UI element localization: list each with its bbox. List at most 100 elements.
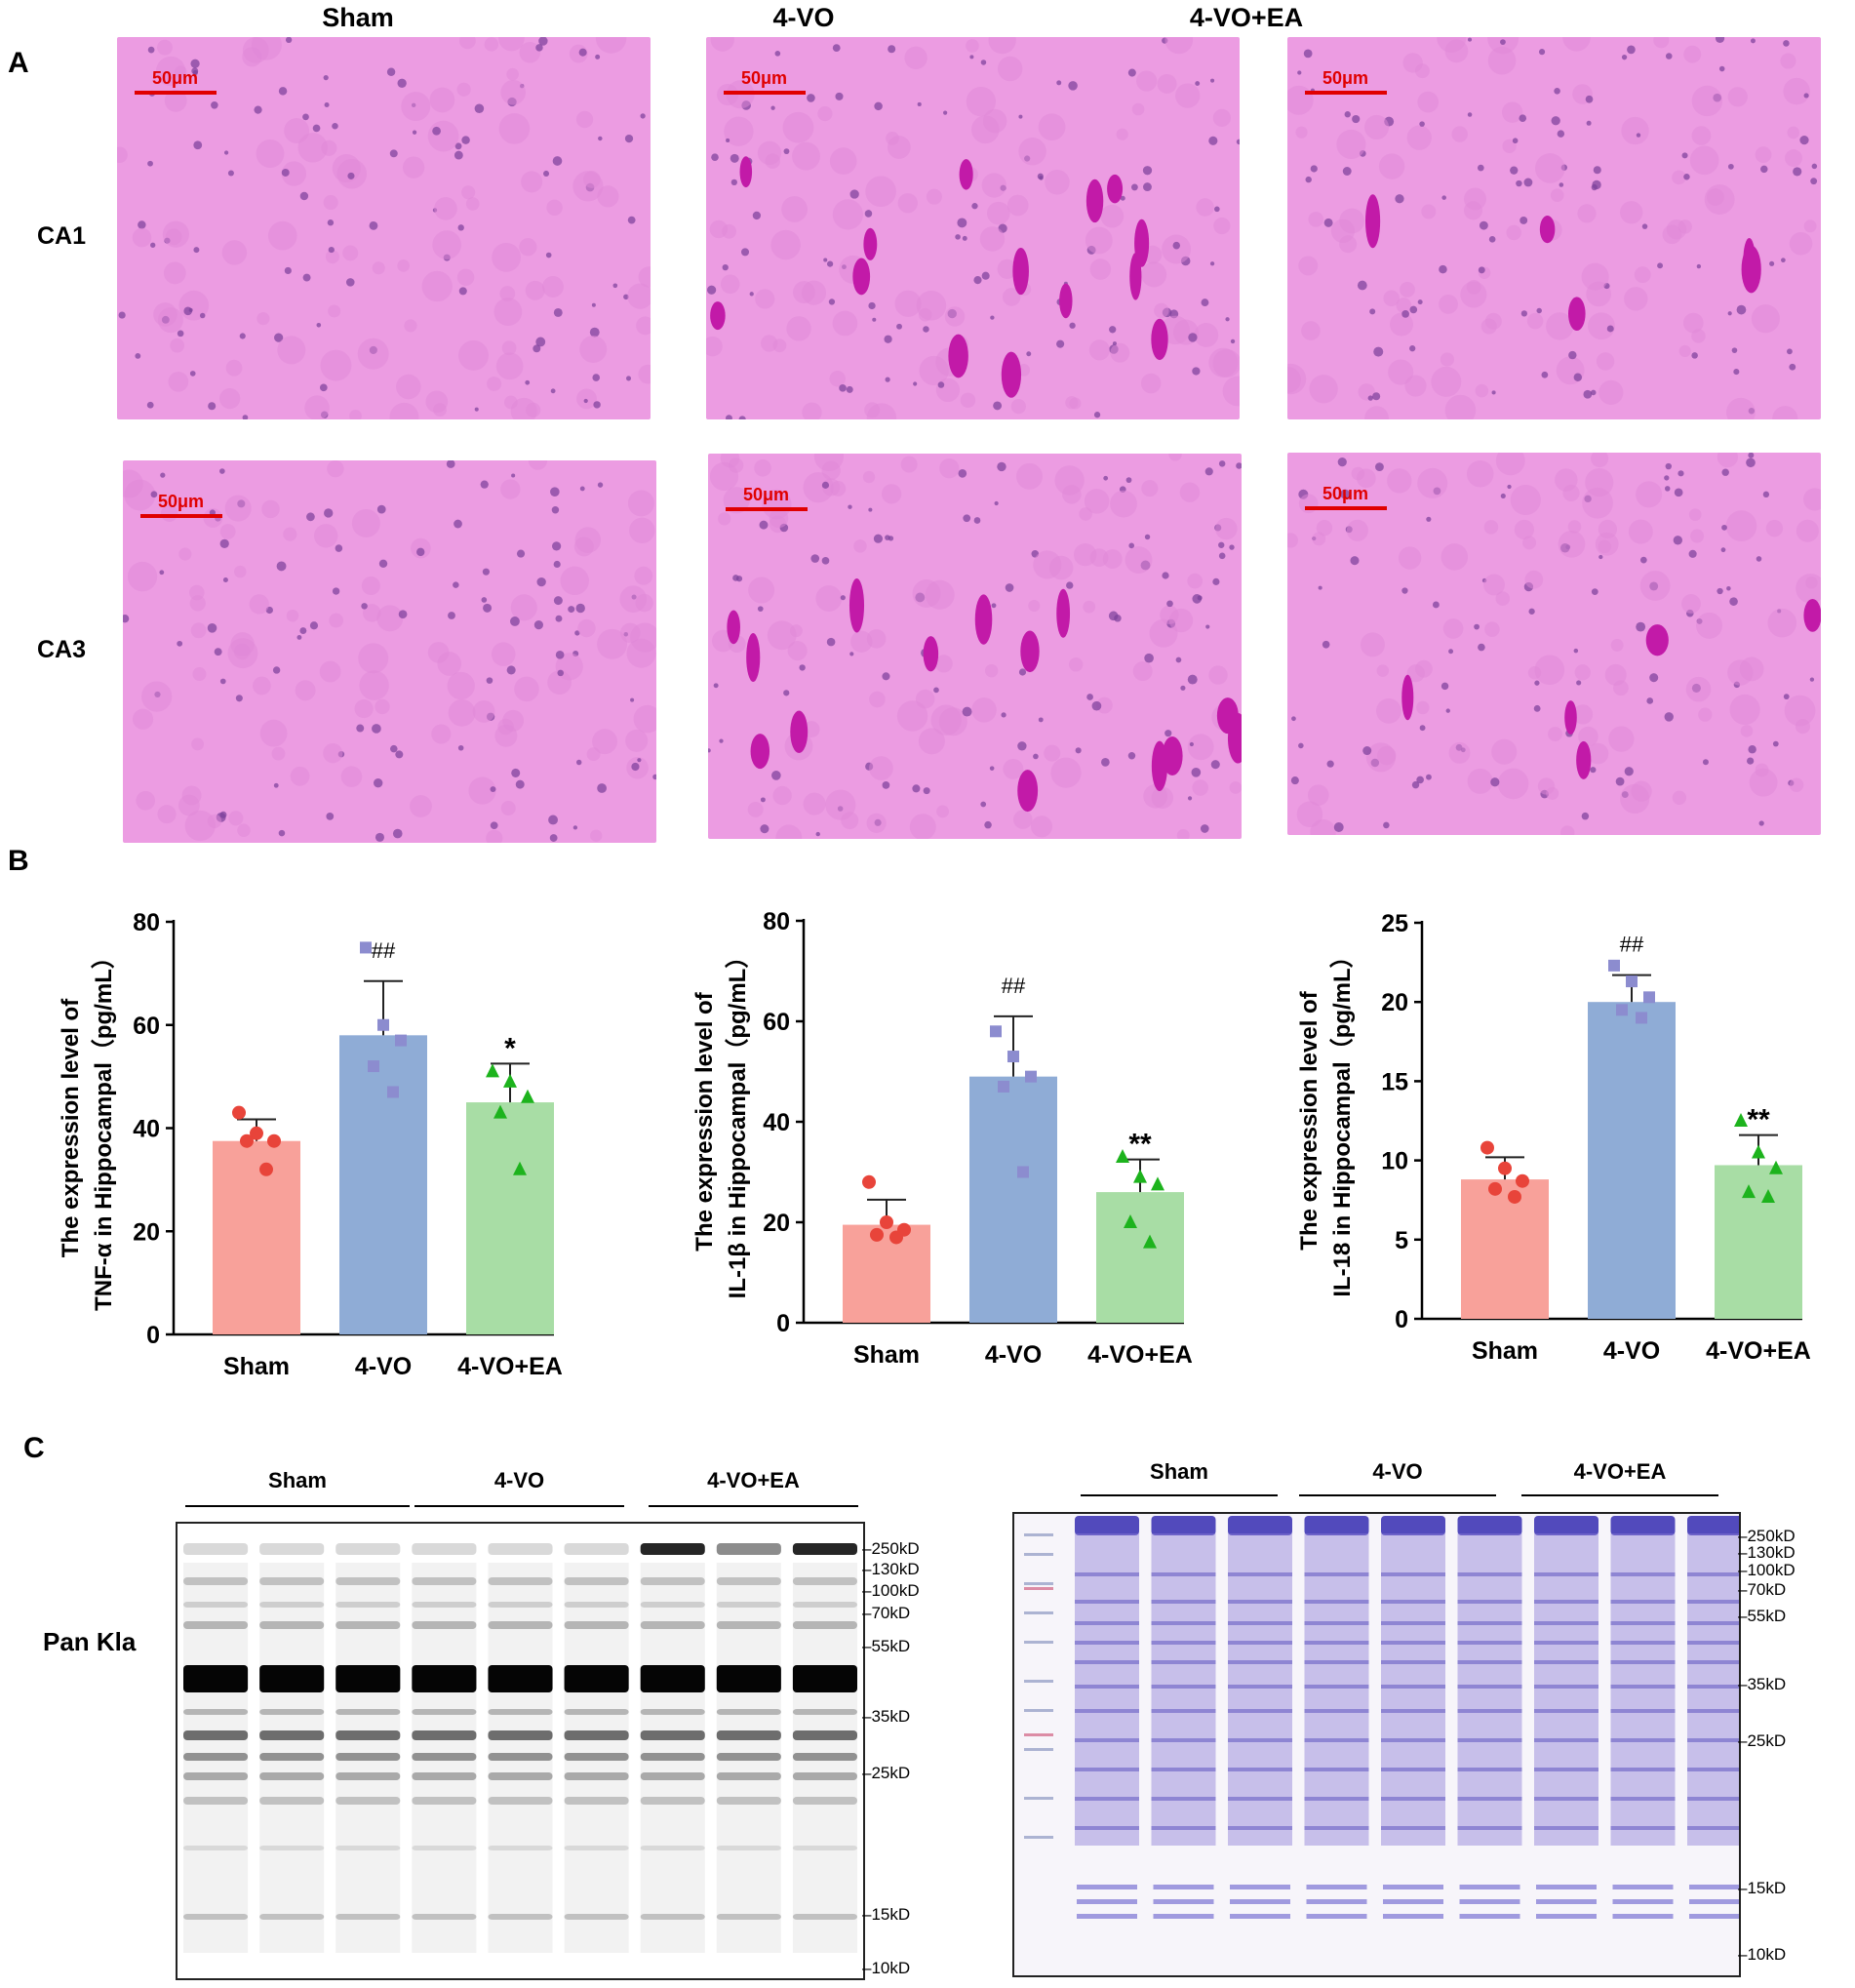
cell-body: [1495, 591, 1511, 606]
blot-band: [716, 1797, 781, 1805]
pyknotic-neuron: [790, 710, 809, 754]
gel-band: [1534, 1621, 1598, 1625]
blot-band: [335, 1730, 401, 1740]
cell-nucleus: [885, 377, 890, 382]
cell-body: [249, 594, 269, 615]
cell-nucleus: [1303, 49, 1313, 59]
ladder-band: [1024, 1582, 1053, 1585]
cell-nucleus: [506, 665, 516, 675]
cell-body: [297, 133, 328, 163]
ladder-band: [1024, 1748, 1053, 1751]
cell-body: [765, 153, 780, 169]
cell-body: [486, 829, 503, 843]
cell-body: [997, 258, 1017, 279]
data-point: [998, 1080, 1009, 1093]
cell-nucleus: [1333, 822, 1344, 832]
cell-body: [754, 459, 771, 477]
gel-top-band: [1075, 1516, 1139, 1535]
gel-band: [1381, 1797, 1445, 1801]
cell-body: [577, 618, 596, 638]
cell-nucleus: [207, 623, 217, 633]
blot-band: [488, 1577, 553, 1585]
marker-tick: –: [862, 1959, 872, 1977]
cell-nucleus: [548, 815, 559, 825]
cell-nucleus: [1746, 457, 1756, 468]
cell-nucleus: [1175, 656, 1182, 663]
gel-band: [1151, 1660, 1216, 1664]
cell-nucleus: [1715, 37, 1725, 43]
cell-body: [1620, 783, 1650, 815]
gel-top-band: [1534, 1516, 1598, 1535]
cell-nucleus: [1439, 264, 1447, 274]
cell-body: [1526, 312, 1544, 330]
bar-chart-tnf-alpha: 0 20 40 60 80 The expression level of TNF-α in…: [58, 909, 563, 1380]
blot-band: [183, 1797, 249, 1805]
data-point: [368, 1060, 379, 1073]
cell-nucleus: [1369, 308, 1376, 315]
cell-body: [1096, 696, 1113, 714]
cell-body: [1298, 256, 1319, 276]
cell-body: [1440, 352, 1454, 367]
ladder-band: [1024, 1797, 1053, 1800]
blot-band: [259, 1730, 325, 1740]
gel-low-band: [1536, 1914, 1597, 1919]
cell-nucleus: [1297, 70, 1302, 75]
cell-nucleus: [533, 344, 541, 353]
cell-nucleus: [1200, 824, 1209, 833]
pyknotic-neuron: [1012, 247, 1029, 296]
marker-tick: –: [862, 1560, 872, 1578]
scale-bar-line: [1305, 91, 1387, 95]
cell-body: [448, 698, 476, 727]
cell-body: [1089, 258, 1112, 280]
cell-body: [191, 737, 205, 751]
blot-band: [792, 1709, 857, 1715]
cell-nucleus: [848, 504, 852, 509]
molecular-weight-marker: –130kD: [862, 1560, 920, 1579]
cell-nucleus: [535, 44, 543, 52]
cell-nucleus: [1069, 322, 1076, 329]
cell-body: [1028, 599, 1041, 613]
gel-band: [1534, 1600, 1598, 1604]
cell-body: [1154, 302, 1169, 319]
pyknotic-neuron: [948, 334, 968, 378]
cell-body: [1555, 468, 1578, 492]
cell-nucleus: [219, 538, 229, 548]
cell-body: [1678, 344, 1691, 358]
pyknotic-neuron: [1059, 283, 1073, 319]
cell-body: [634, 566, 653, 585]
bar: [1461, 1179, 1549, 1319]
cell-body: [1110, 490, 1137, 518]
cell-nucleus: [623, 294, 629, 300]
x-tick-label: 4-VO+EA: [1087, 1341, 1193, 1369]
blot-band: [640, 1665, 705, 1692]
cell-nucleus: [551, 506, 560, 514]
cell-body: [456, 268, 475, 287]
blot-band: [792, 1914, 857, 1920]
cell-nucleus: [630, 697, 635, 702]
cell-nucleus: [828, 298, 836, 305]
cell-nucleus: [147, 160, 153, 167]
histology-row-label-ca3: CA3: [37, 636, 87, 663]
scale-bar-line: [726, 507, 808, 511]
cell-body: [1038, 113, 1066, 141]
cell-nucleus: [254, 105, 262, 114]
marker-label: 35kD: [871, 1707, 911, 1726]
cell-nucleus: [1541, 371, 1549, 378]
blot-band: [792, 1753, 857, 1761]
y-tick-label: 60: [133, 1013, 160, 1040]
gel-top-band: [1687, 1516, 1739, 1535]
data-point: [1508, 1189, 1521, 1204]
cell-nucleus: [1191, 767, 1202, 777]
y-axis-label: The expression level of TNF-α in Hippocam…: [58, 945, 117, 1311]
cell-body: [1136, 70, 1158, 92]
ladder-band: [1024, 1641, 1053, 1644]
cell-nucleus: [1748, 745, 1756, 754]
marker-label: 35kD: [1747, 1675, 1787, 1693]
cell-body: [1587, 742, 1609, 765]
cell-body: [1336, 129, 1366, 159]
cell-nucleus: [1636, 621, 1646, 632]
cell-nucleus: [372, 724, 381, 734]
western-blot-lanes: [183, 1543, 857, 1953]
cell-nucleus: [1409, 305, 1418, 314]
cell-body: [748, 577, 775, 604]
